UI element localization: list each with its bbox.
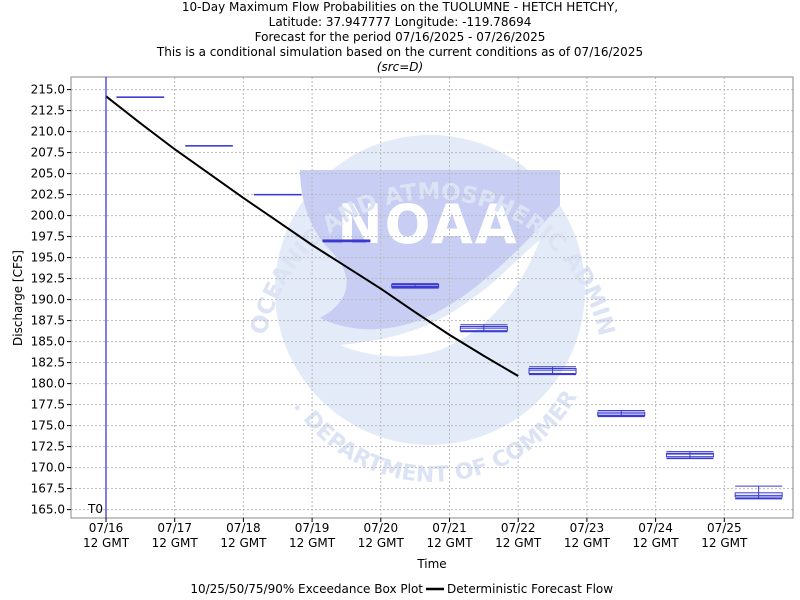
y-tick-label: 212.5 [31, 104, 65, 118]
y-tick-label: 202.5 [31, 188, 65, 202]
box-plot [322, 239, 371, 243]
x-tick-date: 07/24 [638, 521, 673, 535]
y-tick-label: 192.5 [31, 272, 65, 286]
y-tick-label: 215.0 [31, 83, 65, 97]
y-axis: 165.0 167.5 170.0 172.5 175.0 177.5 180.0 182.5… [31, 83, 71, 517]
y-tick-label: 177.5 [31, 398, 65, 412]
x-tick-time: 12 GMT [495, 536, 542, 550]
x-tick-date: 07/20 [364, 521, 399, 535]
box-plot [734, 485, 783, 500]
watermark-bird-shape [300, 170, 560, 330]
y-tick-label: 167.5 [31, 482, 65, 496]
deterministic-forecast-series [105, 95, 519, 377]
box-plot [459, 324, 508, 333]
y-tick-label: 185.0 [31, 335, 65, 349]
y-tick-label: 197.5 [31, 230, 65, 244]
grid-lines [71, 77, 793, 518]
x-tick-time: 12 GMT [83, 536, 130, 550]
x-tick-time: 12 GMT [220, 536, 267, 550]
y-axis-label: Discharge [CFS] [11, 250, 25, 346]
x-tick-date: 07/17 [157, 521, 192, 535]
legend-line-label: Deterministic Forecast Flow [447, 582, 613, 596]
legend: 10/25/50/75/90% Exceedance Box Plot Dete… [190, 582, 613, 596]
x-tick-time: 12 GMT [633, 536, 680, 550]
y-tick-label: 172.5 [31, 440, 65, 454]
x-tick-time: 12 GMT [289, 536, 336, 550]
y-tick-label: 175.0 [31, 419, 65, 433]
y-tick-label: 210.0 [31, 125, 65, 139]
x-tick-date: 07/23 [570, 521, 605, 535]
y-tick-label: 165.0 [31, 503, 65, 517]
chart-title: 10-Day Maximum Flow Probabilities on the… [181, 0, 619, 14]
x-tick-date: 07/19 [295, 521, 330, 535]
chart-title-block: 10-Day Maximum Flow Probabilities on the… [0, 0, 800, 75]
t0-label: T0 [87, 502, 103, 516]
y-tick-label: 205.0 [31, 167, 65, 181]
box-plot-series [116, 96, 783, 500]
x-axis-label: Time [416, 557, 446, 571]
chart-conditions-note: This is a conditional simulation based o… [156, 45, 644, 59]
box-plot [391, 283, 440, 289]
legend-box-label: 10/25/50/75/90% Exceedance Box Plot [190, 582, 423, 596]
box-plot [528, 366, 577, 376]
y-tick-label: 195.0 [31, 251, 65, 265]
box-iqr [528, 367, 577, 375]
y-tick-label: 180.0 [31, 377, 65, 391]
watermark-center-text: NOAA [337, 193, 518, 256]
y-tick-label: 187.5 [31, 314, 65, 328]
box-plot [597, 409, 646, 418]
x-tick-date: 07/21 [432, 521, 467, 535]
x-tick-date: 07/22 [501, 521, 536, 535]
x-tick-date: 07/18 [226, 521, 261, 535]
deterministic-forecast-line [105, 95, 519, 377]
x-tick-time: 12 GMT [426, 536, 473, 550]
x-tick-time: 12 GMT [152, 536, 199, 550]
chart-location: Latitude: 37.947777 Longitude: -119.7869… [268, 15, 532, 29]
x-tick-time: 12 GMT [564, 536, 611, 550]
x-tick-time: 12 GMT [358, 536, 405, 550]
x-tick-date: 07/16 [89, 521, 124, 535]
y-tick-label: 170.0 [31, 461, 65, 475]
chart-source-tag: (src=D) [376, 60, 424, 74]
chart-period: Forecast for the period 07/16/2025 - 07/… [254, 30, 546, 44]
y-tick-label: 182.5 [31, 356, 65, 370]
x-tick-time: 12 GMT [701, 536, 748, 550]
y-tick-label: 200.0 [31, 209, 65, 223]
box-plot [665, 451, 714, 460]
y-tick-label: 207.5 [31, 146, 65, 160]
x-tick-date: 07/25 [707, 521, 742, 535]
box-iqr [665, 452, 714, 458]
plot-frame [70, 76, 794, 519]
watermark-wave-shape [340, 240, 540, 357]
y-tick-label: 190.0 [31, 293, 65, 307]
